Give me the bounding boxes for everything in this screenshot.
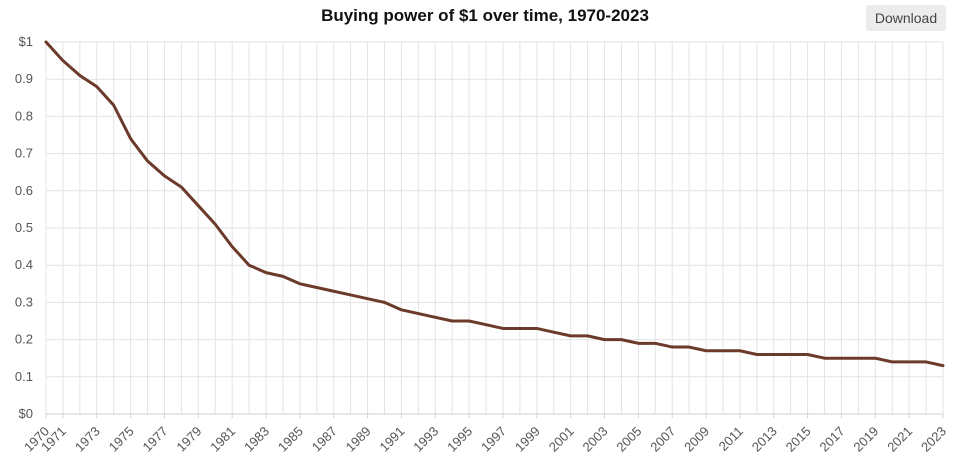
y-tick-label: 0.9 <box>15 71 33 86</box>
x-tick-label: 1979 <box>173 424 204 455</box>
y-tick-label: $1 <box>19 34 33 49</box>
y-axis: $0 0.1 0.2 0.3 0.4 0.5 0.6 0.7 0.8 0.9 $1 <box>15 34 33 421</box>
y-tick-label: 0.4 <box>15 257 33 272</box>
x-tick-label: 2015 <box>783 424 814 455</box>
x-tick-label: 1991 <box>376 424 407 455</box>
x-tick-label: 1983 <box>241 424 272 455</box>
x-tick-label: 1987 <box>309 424 340 455</box>
x-tick-label: 2023 <box>918 424 949 455</box>
x-tick-label: 1999 <box>512 424 543 455</box>
chart-title: Buying power of $1 over time, 1970-2023 <box>321 6 649 25</box>
download-button[interactable]: Download <box>866 5 946 31</box>
y-tick-label: 0.3 <box>15 294 33 309</box>
x-tick-label: 1981 <box>207 424 238 455</box>
x-tick-label: 1975 <box>106 424 137 455</box>
x-tick-label: 1985 <box>275 424 306 455</box>
y-tick-label: 0.5 <box>15 220 33 235</box>
x-tick-label: 2017 <box>817 424 848 455</box>
x-tick-label: 2003 <box>580 424 611 455</box>
x-tick-label: 2011 <box>716 424 746 454</box>
x-tick-label: 2001 <box>546 424 577 455</box>
grid-lines <box>45 41 944 415</box>
x-tick-label: 1977 <box>140 424 171 455</box>
series-line <box>44 40 945 368</box>
y-tick-label: 0.6 <box>15 183 33 198</box>
series-layer <box>44 40 945 368</box>
x-tick-label: 1997 <box>478 424 509 455</box>
x-tick-label: 2013 <box>749 424 780 455</box>
x-tick-label: 2019 <box>850 424 881 455</box>
y-tick-label: 0.7 <box>15 146 33 161</box>
x-tick-label: 2009 <box>681 424 712 455</box>
x-tick-label: 1995 <box>444 424 475 455</box>
x-tick-label: 2021 <box>884 424 915 455</box>
y-tick-label: $0 <box>19 406 33 421</box>
x-tick-label: 1973 <box>72 424 103 455</box>
x-tick-label: 1989 <box>343 424 374 455</box>
y-tick-label: 0.2 <box>15 332 33 347</box>
y-tick-label: 0.8 <box>15 108 33 123</box>
y-tick-label: 0.1 <box>15 369 33 384</box>
x-tick-label: 2005 <box>613 424 644 455</box>
x-tick-label: 1993 <box>410 424 441 455</box>
x-tick-label: 2007 <box>647 424 678 455</box>
